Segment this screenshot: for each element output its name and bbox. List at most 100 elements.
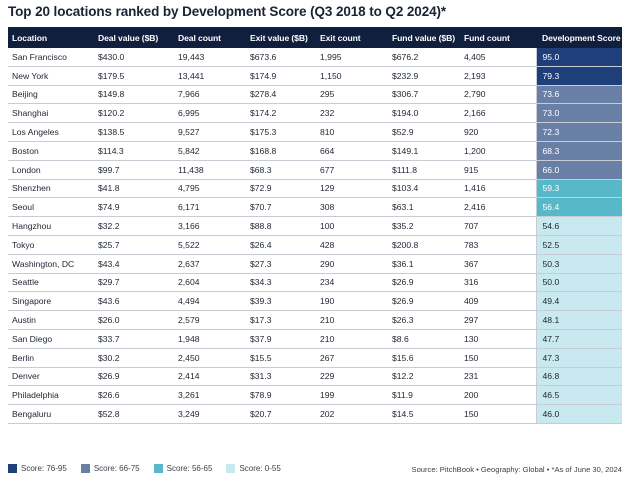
- cell-deal-count: 13,441: [174, 66, 246, 86]
- cell-exit-count: 190: [316, 291, 388, 312]
- cell-exit-value: $17.3: [246, 310, 316, 330]
- cell-deal-count: 1,948: [174, 329, 246, 349]
- table-body: San Francisco $430.0 19,443 $673.6 1,995 $676…: [8, 48, 622, 424]
- cell-location: New York: [8, 66, 94, 86]
- cell-location: Austin: [8, 310, 94, 330]
- cell-fund-value: $12.2: [388, 367, 460, 387]
- cell-development-score: 79.3: [536, 66, 622, 86]
- table-row: Boston $114.3 5,842 $168.8 664 $149.1 1,200 68.…: [8, 141, 622, 161]
- cell-fund-count: 150: [460, 348, 537, 368]
- legend-label: Score: 66-75: [93, 464, 140, 473]
- table-row: Seattle $29.7 2,604 $34.3 234 $26.9 316 50.0: [8, 273, 622, 293]
- cell-exit-value: $68.3: [246, 160, 316, 180]
- legend: Score: 76-95 Score: 66-75 Score: 56-65 Scor…: [8, 464, 295, 473]
- cell-exit-count: 1,150: [316, 66, 388, 86]
- cell-fund-value: $26.3: [388, 310, 460, 330]
- table-row: London $99.7 11,438 $68.3 677 $111.8 915 66.0: [8, 160, 622, 180]
- cell-exit-count: 267: [316, 348, 388, 368]
- cell-fund-count: 297: [460, 310, 537, 330]
- cell-fund-count: 1,416: [460, 179, 537, 199]
- cell-exit-count: 664: [316, 141, 388, 161]
- cell-deal-count: 3,261: [174, 385, 246, 406]
- cell-exit-count: 100: [316, 216, 388, 236]
- table-row: Seoul $74.9 6,171 $70.7 308 $63.1 2,416 56.4: [8, 197, 622, 218]
- cell-deal-count: 6,171: [174, 197, 246, 218]
- cell-deal-value: $30.2: [94, 348, 174, 368]
- cell-fund-value: $676.2: [388, 48, 460, 67]
- cell-deal-value: $32.2: [94, 216, 174, 236]
- cell-location: Los Angeles: [8, 122, 94, 142]
- cell-exit-count: 129: [316, 179, 388, 199]
- cell-fund-count: 150: [460, 404, 537, 424]
- cell-deal-value: $25.7: [94, 235, 174, 255]
- cell-location: Hangzhou: [8, 216, 94, 236]
- cell-location: Singapore: [8, 291, 94, 312]
- cell-development-score: 49.4: [536, 291, 622, 312]
- cell-development-score: 46.0: [536, 404, 622, 424]
- table-row: Hangzhou $32.2 3,166 $88.8 100 $35.2 707 54.6: [8, 216, 622, 236]
- cell-fund-value: $36.1: [388, 254, 460, 274]
- header-row: Location Deal value ($B) Deal count Exit va…: [8, 27, 622, 48]
- cell-location: Bengaluru: [8, 404, 94, 424]
- cell-location: Shanghai: [8, 103, 94, 124]
- cell-fund-value: $15.6: [388, 348, 460, 368]
- cell-exit-value: $20.7: [246, 404, 316, 424]
- cell-fund-value: $26.9: [388, 291, 460, 312]
- cell-exit-value: $34.3: [246, 273, 316, 293]
- column-header-location: Location: [8, 27, 94, 48]
- cell-exit-count: 810: [316, 122, 388, 142]
- table-row: Berlin $30.2 2,450 $15.5 267 $15.6 150 47.3: [8, 348, 622, 368]
- table-row: Austin $26.0 2,579 $17.3 210 $26.3 297 48.1: [8, 310, 622, 330]
- cell-fund-value: $232.9: [388, 66, 460, 86]
- cell-deal-count: 3,249: [174, 404, 246, 424]
- table-row: Shenzhen $41.8 4,795 $72.9 129 $103.4 1,416 59.…: [8, 179, 622, 199]
- cell-fund-count: 2,166: [460, 103, 537, 124]
- table-row: Los Angeles $138.5 9,527 $175.3 810 $52.9 920 7…: [8, 122, 622, 142]
- cell-fund-value: $306.7: [388, 85, 460, 105]
- cell-deal-value: $99.7: [94, 160, 174, 180]
- cell-fund-value: $194.0: [388, 103, 460, 124]
- cell-exit-count: 210: [316, 310, 388, 330]
- cell-fund-count: 1,200: [460, 141, 537, 161]
- cell-deal-value: $26.9: [94, 367, 174, 387]
- cell-development-score: 66.0: [536, 160, 622, 180]
- legend-label: Score: 76-95: [21, 464, 67, 473]
- column-header-exit-count: Exit count: [316, 27, 388, 48]
- cell-development-score: 56.4: [536, 197, 622, 218]
- cell-fund-count: 200: [460, 385, 537, 406]
- cell-fund-count: 316: [460, 273, 537, 293]
- cell-deal-count: 4,494: [174, 291, 246, 312]
- cell-exit-count: 202: [316, 404, 388, 424]
- cell-exit-value: $70.7: [246, 197, 316, 218]
- cell-exit-value: $174.9: [246, 66, 316, 86]
- cell-deal-count: 2,604: [174, 273, 246, 293]
- cell-fund-value: $63.1: [388, 197, 460, 218]
- cell-deal-count: 11,438: [174, 160, 246, 180]
- column-header-exit-value: Exit value ($B): [246, 27, 316, 48]
- cell-fund-count: 409: [460, 291, 537, 312]
- cell-deal-count: 2,579: [174, 310, 246, 330]
- cell-deal-count: 5,522: [174, 235, 246, 255]
- table-row: Tokyo $25.7 5,522 $26.4 428 $200.8 783 52.5: [8, 235, 622, 255]
- column-header-fund-value: Fund value ($B): [388, 27, 460, 48]
- cell-development-score: 54.6: [536, 216, 622, 236]
- cell-exit-count: 199: [316, 385, 388, 406]
- cell-development-score: 47.3: [536, 348, 622, 368]
- table-row: New York $179.5 13,441 $174.9 1,150 $232.9 2,1…: [8, 66, 622, 86]
- cell-location: Berlin: [8, 348, 94, 368]
- cell-location: Shenzhen: [8, 179, 94, 199]
- chart-title: Top 20 locations ranked by Development S…: [8, 4, 447, 19]
- cell-location: San Francisco: [8, 48, 94, 67]
- cell-fund-value: $26.9: [388, 273, 460, 293]
- cell-exit-value: $278.4: [246, 85, 316, 105]
- cell-exit-count: 290: [316, 254, 388, 274]
- cell-deal-value: $52.8: [94, 404, 174, 424]
- legend-swatch: [153, 464, 163, 473]
- legend-swatch: [80, 464, 90, 473]
- column-header-deal-count: Deal count: [174, 27, 246, 48]
- cell-fund-count: 367: [460, 254, 537, 274]
- legend-item: Score: 0-55: [226, 464, 281, 473]
- cell-fund-count: 2,790: [460, 85, 537, 105]
- table-row: Philadelphia $26.6 3,261 $78.9 199 $11.9 200 46…: [8, 385, 622, 406]
